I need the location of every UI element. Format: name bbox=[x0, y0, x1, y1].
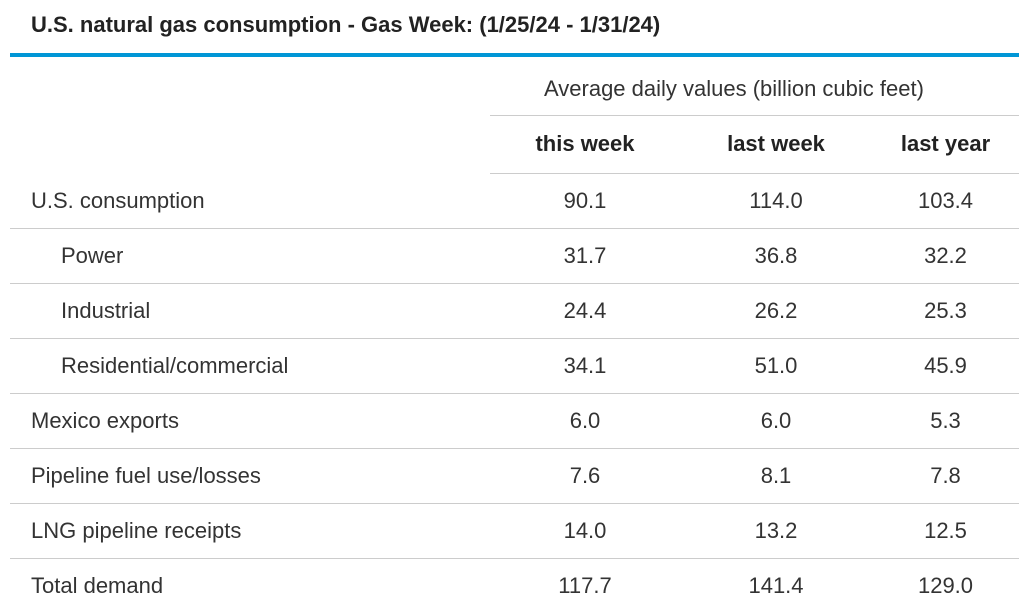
header-divider bbox=[490, 173, 1019, 174]
cell-last-year: 129.0 bbox=[917, 573, 974, 598]
cell-last-week: 6.0 bbox=[760, 408, 792, 433]
table-row-lng-pipeline-receipts: LNG pipeline receipts 14.0 13.2 12.5 bbox=[10, 504, 1019, 559]
cell-last-year: 25.3 bbox=[924, 298, 967, 323]
cell-last-year: 7.8 bbox=[930, 463, 961, 488]
cell-last-week: 114.0 bbox=[749, 188, 803, 213]
column-header-this-week: this week bbox=[535, 131, 635, 156]
table-row-power: Power 31.7 36.8 32.2 bbox=[10, 229, 1019, 284]
cell-last-week: 8.1 bbox=[760, 463, 792, 488]
column-header-last-year: last year bbox=[900, 131, 991, 156]
table-row-mexico-exports: Mexico exports 6.0 6.0 5.3 bbox=[10, 394, 1019, 449]
row-label: Total demand bbox=[31, 573, 164, 598]
row-label: Pipeline fuel use/losses bbox=[31, 463, 261, 488]
table-row-industrial: Industrial 24.4 26.2 25.3 bbox=[10, 284, 1019, 339]
cell-this-week: 6.0 bbox=[569, 408, 601, 433]
units-header: Average daily values (billion cubic feet… bbox=[490, 72, 1019, 116]
cell-this-week: 34.1 bbox=[563, 353, 607, 378]
row-label: LNG pipeline receipts bbox=[31, 518, 242, 543]
cell-last-year: 5.3 bbox=[930, 408, 961, 433]
cell-this-week: 7.6 bbox=[569, 463, 601, 488]
table-title-bar: U.S. natural gas consumption - Gas Week:… bbox=[10, 0, 1019, 57]
table-row-residential-commercial: Residential/commercial 34.1 51.0 45.9 bbox=[10, 339, 1019, 394]
table-row-us-consumption: U.S. consumption 90.1 114.0 103.4 bbox=[10, 174, 1019, 229]
cell-last-year: 45.9 bbox=[924, 353, 967, 378]
cell-last-week: 26.2 bbox=[754, 298, 798, 323]
cell-last-year: 12.5 bbox=[924, 518, 967, 543]
row-label: Residential/commercial bbox=[61, 353, 289, 378]
row-label: U.S. consumption bbox=[31, 188, 205, 213]
row-label: Industrial bbox=[61, 298, 151, 323]
cell-last-year: 32.2 bbox=[924, 243, 967, 268]
cell-last-year: 103.4 bbox=[917, 188, 974, 213]
cell-last-week: 13.2 bbox=[754, 518, 798, 543]
table-title: U.S. natural gas consumption - Gas Week:… bbox=[31, 12, 661, 37]
cell-this-week: 117.7 bbox=[558, 573, 612, 598]
row-label: Mexico exports bbox=[31, 408, 179, 433]
cell-this-week: 14.0 bbox=[563, 518, 607, 543]
cell-this-week: 31.7 bbox=[563, 243, 607, 268]
cell-last-week: 36.8 bbox=[754, 243, 798, 268]
column-header-last-week: last week bbox=[727, 131, 825, 156]
cell-this-week: 24.4 bbox=[563, 298, 607, 323]
cell-this-week: 90.1 bbox=[563, 188, 607, 213]
cell-last-week: 51.0 bbox=[754, 353, 798, 378]
cell-last-week: 141.4 bbox=[748, 573, 804, 598]
row-label: Power bbox=[61, 243, 124, 268]
table-row-pipeline-fuel: Pipeline fuel use/losses 7.6 8.1 7.8 bbox=[10, 449, 1019, 504]
table-row-total-demand: Total demand 117.7 141.4 129.0 bbox=[10, 559, 1019, 614]
